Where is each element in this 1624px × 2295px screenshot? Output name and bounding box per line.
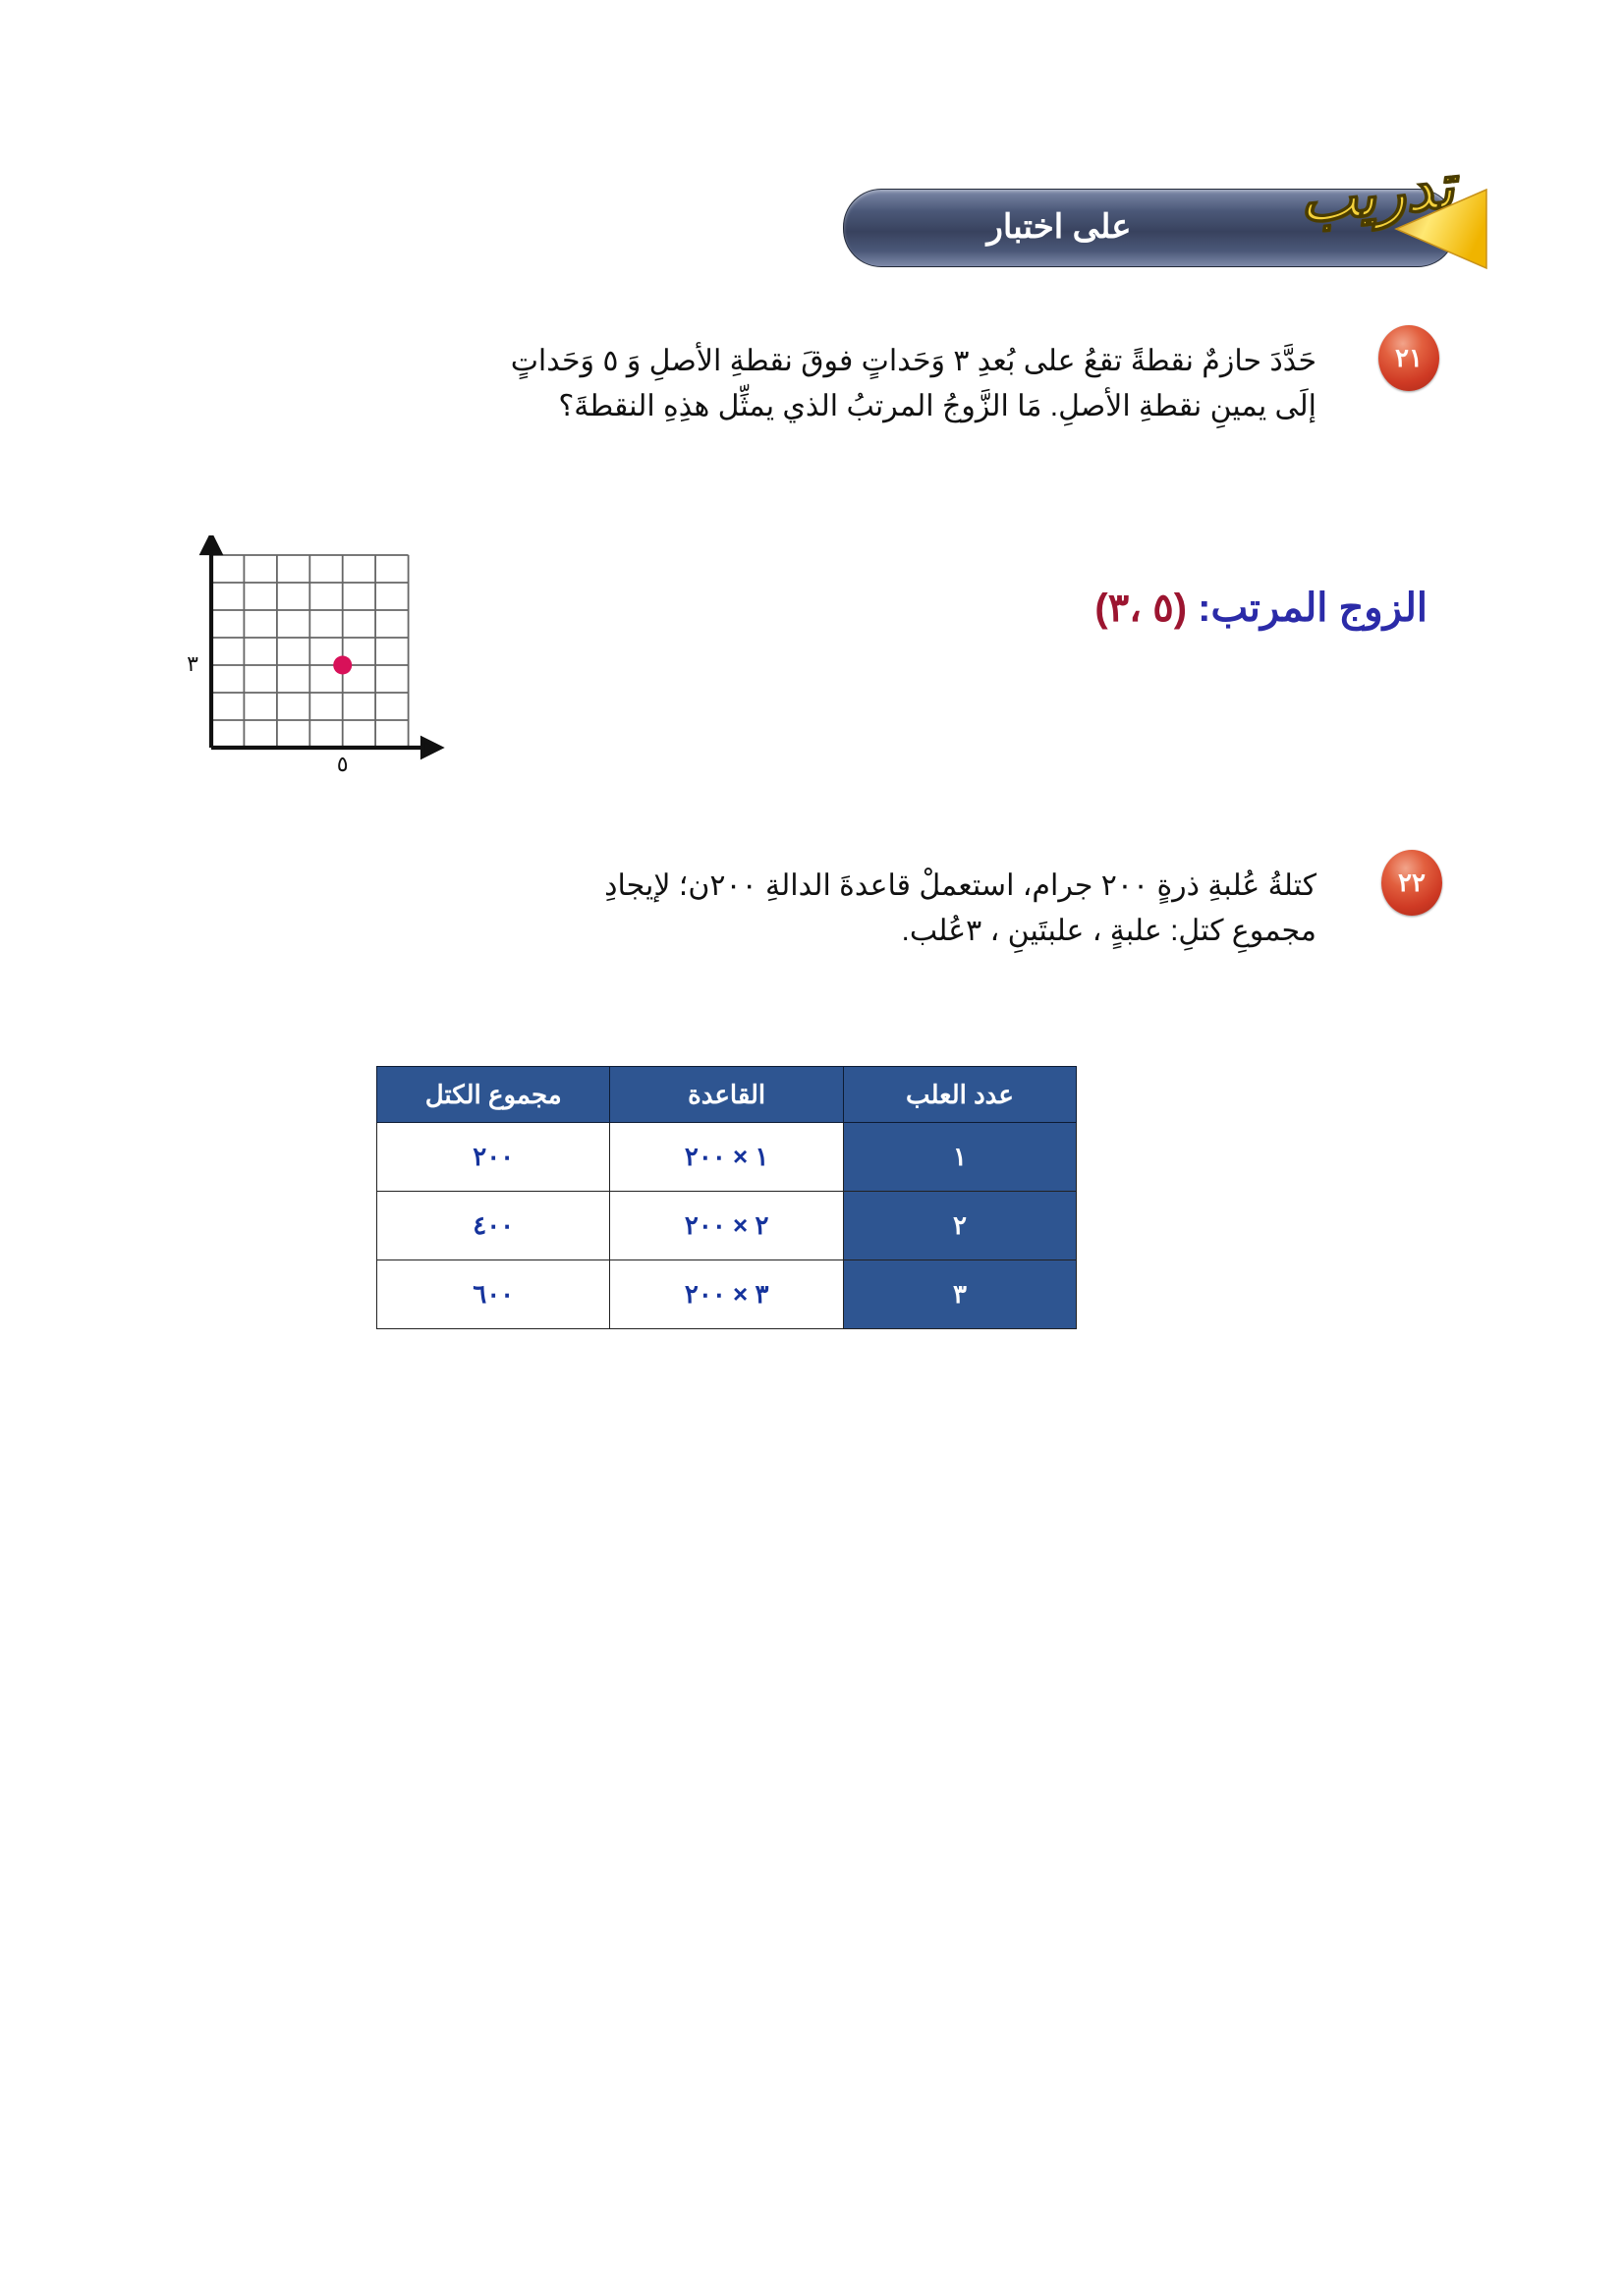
svg-text:٣: ٣ xyxy=(187,651,198,676)
svg-text:٥: ٥ xyxy=(337,752,349,776)
